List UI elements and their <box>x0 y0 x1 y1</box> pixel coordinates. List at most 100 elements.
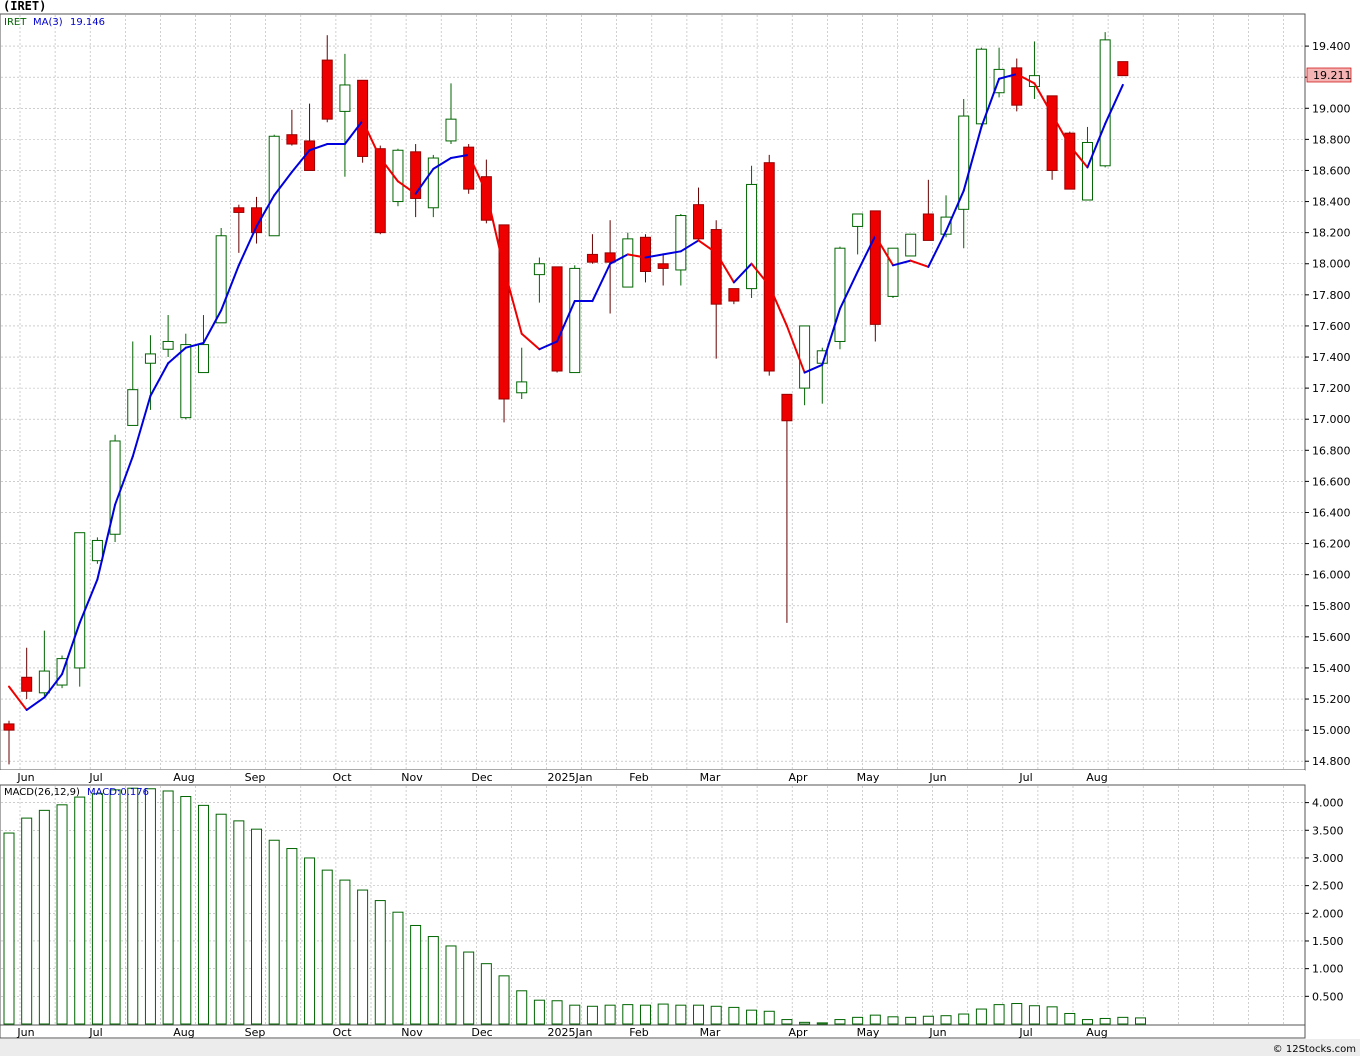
macd-bar <box>233 820 245 1025</box>
macd-bar <box>286 848 298 1025</box>
macd-bar <box>251 828 263 1025</box>
price-y-tick-label: 17.800 <box>1312 289 1351 302</box>
candle-body-up <box>569 267 581 374</box>
price-y-tick-label: 15.400 <box>1312 662 1351 675</box>
price-x-tick-label: Dec <box>471 771 492 784</box>
legend-ma-value: 19.146 <box>70 17 105 28</box>
price-y-tick-label: 15.200 <box>1312 693 1351 706</box>
macd-y-tick-label: 1.000 <box>1312 963 1344 976</box>
price-y-tick-label: 18.200 <box>1312 227 1351 240</box>
macd-bar <box>268 839 280 1025</box>
ma3-segment <box>1033 82 1054 116</box>
macd-x-tick-label: Jul <box>88 1026 102 1039</box>
candle-body-up <box>1081 141 1093 201</box>
macd-x-tick-label: Feb <box>629 1026 648 1039</box>
macd-x-tick-label: Jul <box>1018 1026 1032 1039</box>
macd-x-tick-label: Dec <box>471 1026 492 1039</box>
ma3-segment <box>485 191 506 270</box>
ma3-segment <box>803 363 824 374</box>
candle-body-up <box>127 389 139 426</box>
macd-panel-frame <box>0 784 1306 1026</box>
macd-bar <box>3 832 15 1025</box>
price-y-axis: 14.800 15.000 15.200 15.400 15.600 15.800 16.0… <box>1305 40 1351 768</box>
candle-body-down <box>551 266 563 372</box>
macd-bar <box>728 1006 740 1025</box>
candle-body-down <box>3 723 15 731</box>
price-y-tick-label: 16.800 <box>1312 444 1351 457</box>
candle-body-down <box>463 146 475 190</box>
candle-body-down <box>604 252 616 263</box>
macd-bar <box>799 1021 811 1025</box>
macd-bar <box>392 911 404 1025</box>
price-y-tick-label: 15.600 <box>1312 631 1351 644</box>
macd-bar <box>498 975 510 1025</box>
macd-bar <box>56 804 68 1025</box>
ma3-segment <box>220 264 240 312</box>
candle-body-up <box>905 233 917 257</box>
ma3-segment <box>1104 83 1124 125</box>
macd-y-axis: 0.500 1.000 1.500 2.000 2.500 3.000 3.500 4.000 <box>1305 797 1344 1003</box>
macd-bar <box>162 790 174 1025</box>
candle-body-down <box>1046 95 1058 171</box>
price-y-tick-label: 19.000 <box>1312 102 1351 115</box>
macd-bar <box>975 1008 987 1025</box>
ma3-segment <box>520 332 541 351</box>
candle-body-down <box>286 134 298 145</box>
candle-body-down <box>781 393 793 422</box>
macd-bar <box>427 936 439 1025</box>
macd-x-tick-label: Apr <box>788 1026 808 1039</box>
macd-bar <box>781 1019 793 1025</box>
macd-bar <box>357 889 369 1025</box>
macd-bar <box>180 796 192 1025</box>
macd-bar <box>533 999 545 1025</box>
price-x-tick-label: Nov <box>401 771 423 784</box>
price-y-tick-label: 18.000 <box>1312 258 1351 271</box>
last-price-box <box>1306 67 1352 83</box>
candle-body-up <box>91 539 103 562</box>
ma3-segment <box>609 253 629 265</box>
macd-x-tick-label: Nov <box>401 1026 423 1039</box>
macd-bar <box>74 796 86 1025</box>
candle-body-down <box>357 79 369 157</box>
candle-body-down <box>586 253 598 263</box>
price-x-tick-label: Jul <box>88 771 102 784</box>
ma3-segment <box>874 234 894 267</box>
macd-x-tick-label: Sep <box>245 1026 266 1039</box>
candle-body-up <box>144 353 156 364</box>
ma3-segment <box>556 300 576 343</box>
macd-x-tick-label: Oct <box>332 1026 352 1039</box>
price-y-tick-label: 17.200 <box>1312 382 1351 395</box>
macd-y-tick-label: 3.500 <box>1312 824 1344 837</box>
price-x-tick-label: Jun <box>928 771 946 784</box>
ma3-segment <box>768 284 788 327</box>
macd-bar <box>109 789 121 1025</box>
candle-body-up <box>215 235 227 324</box>
ma3-line <box>8 73 1124 711</box>
macd-legend-value: MACD:0.176 <box>87 787 149 798</box>
ma3-segment <box>114 455 134 506</box>
macd-bar <box>127 787 139 1025</box>
macd-bar <box>1028 1005 1040 1025</box>
macd-x-tick-label: 2025Jan <box>548 1026 593 1039</box>
macd-bar <box>887 1016 899 1025</box>
ma3-segment <box>184 342 205 349</box>
macd-bar <box>516 990 528 1025</box>
ma3-segment <box>626 253 647 259</box>
ma3-segment <box>61 621 81 676</box>
macd-bar <box>657 1003 669 1025</box>
candle-body-up <box>109 440 121 535</box>
macd-x-tick-label: May <box>857 1026 880 1039</box>
price-y-tick-label: 18.800 <box>1312 133 1351 146</box>
macd-bar <box>410 924 422 1025</box>
ma3-segment <box>78 578 99 624</box>
macd-bar <box>905 1016 917 1025</box>
candle-body-up <box>162 340 174 350</box>
ma3-segment <box>927 230 948 268</box>
candle-body-down <box>1011 67 1023 106</box>
candle-body-down <box>657 263 669 269</box>
ma3-segment <box>202 309 223 345</box>
watermark: © 12Stocks.com <box>1273 1044 1356 1055</box>
ma3-segment <box>308 143 329 152</box>
candle-body-up <box>445 118 457 142</box>
price-x-tick-label: Mar <box>700 771 721 784</box>
